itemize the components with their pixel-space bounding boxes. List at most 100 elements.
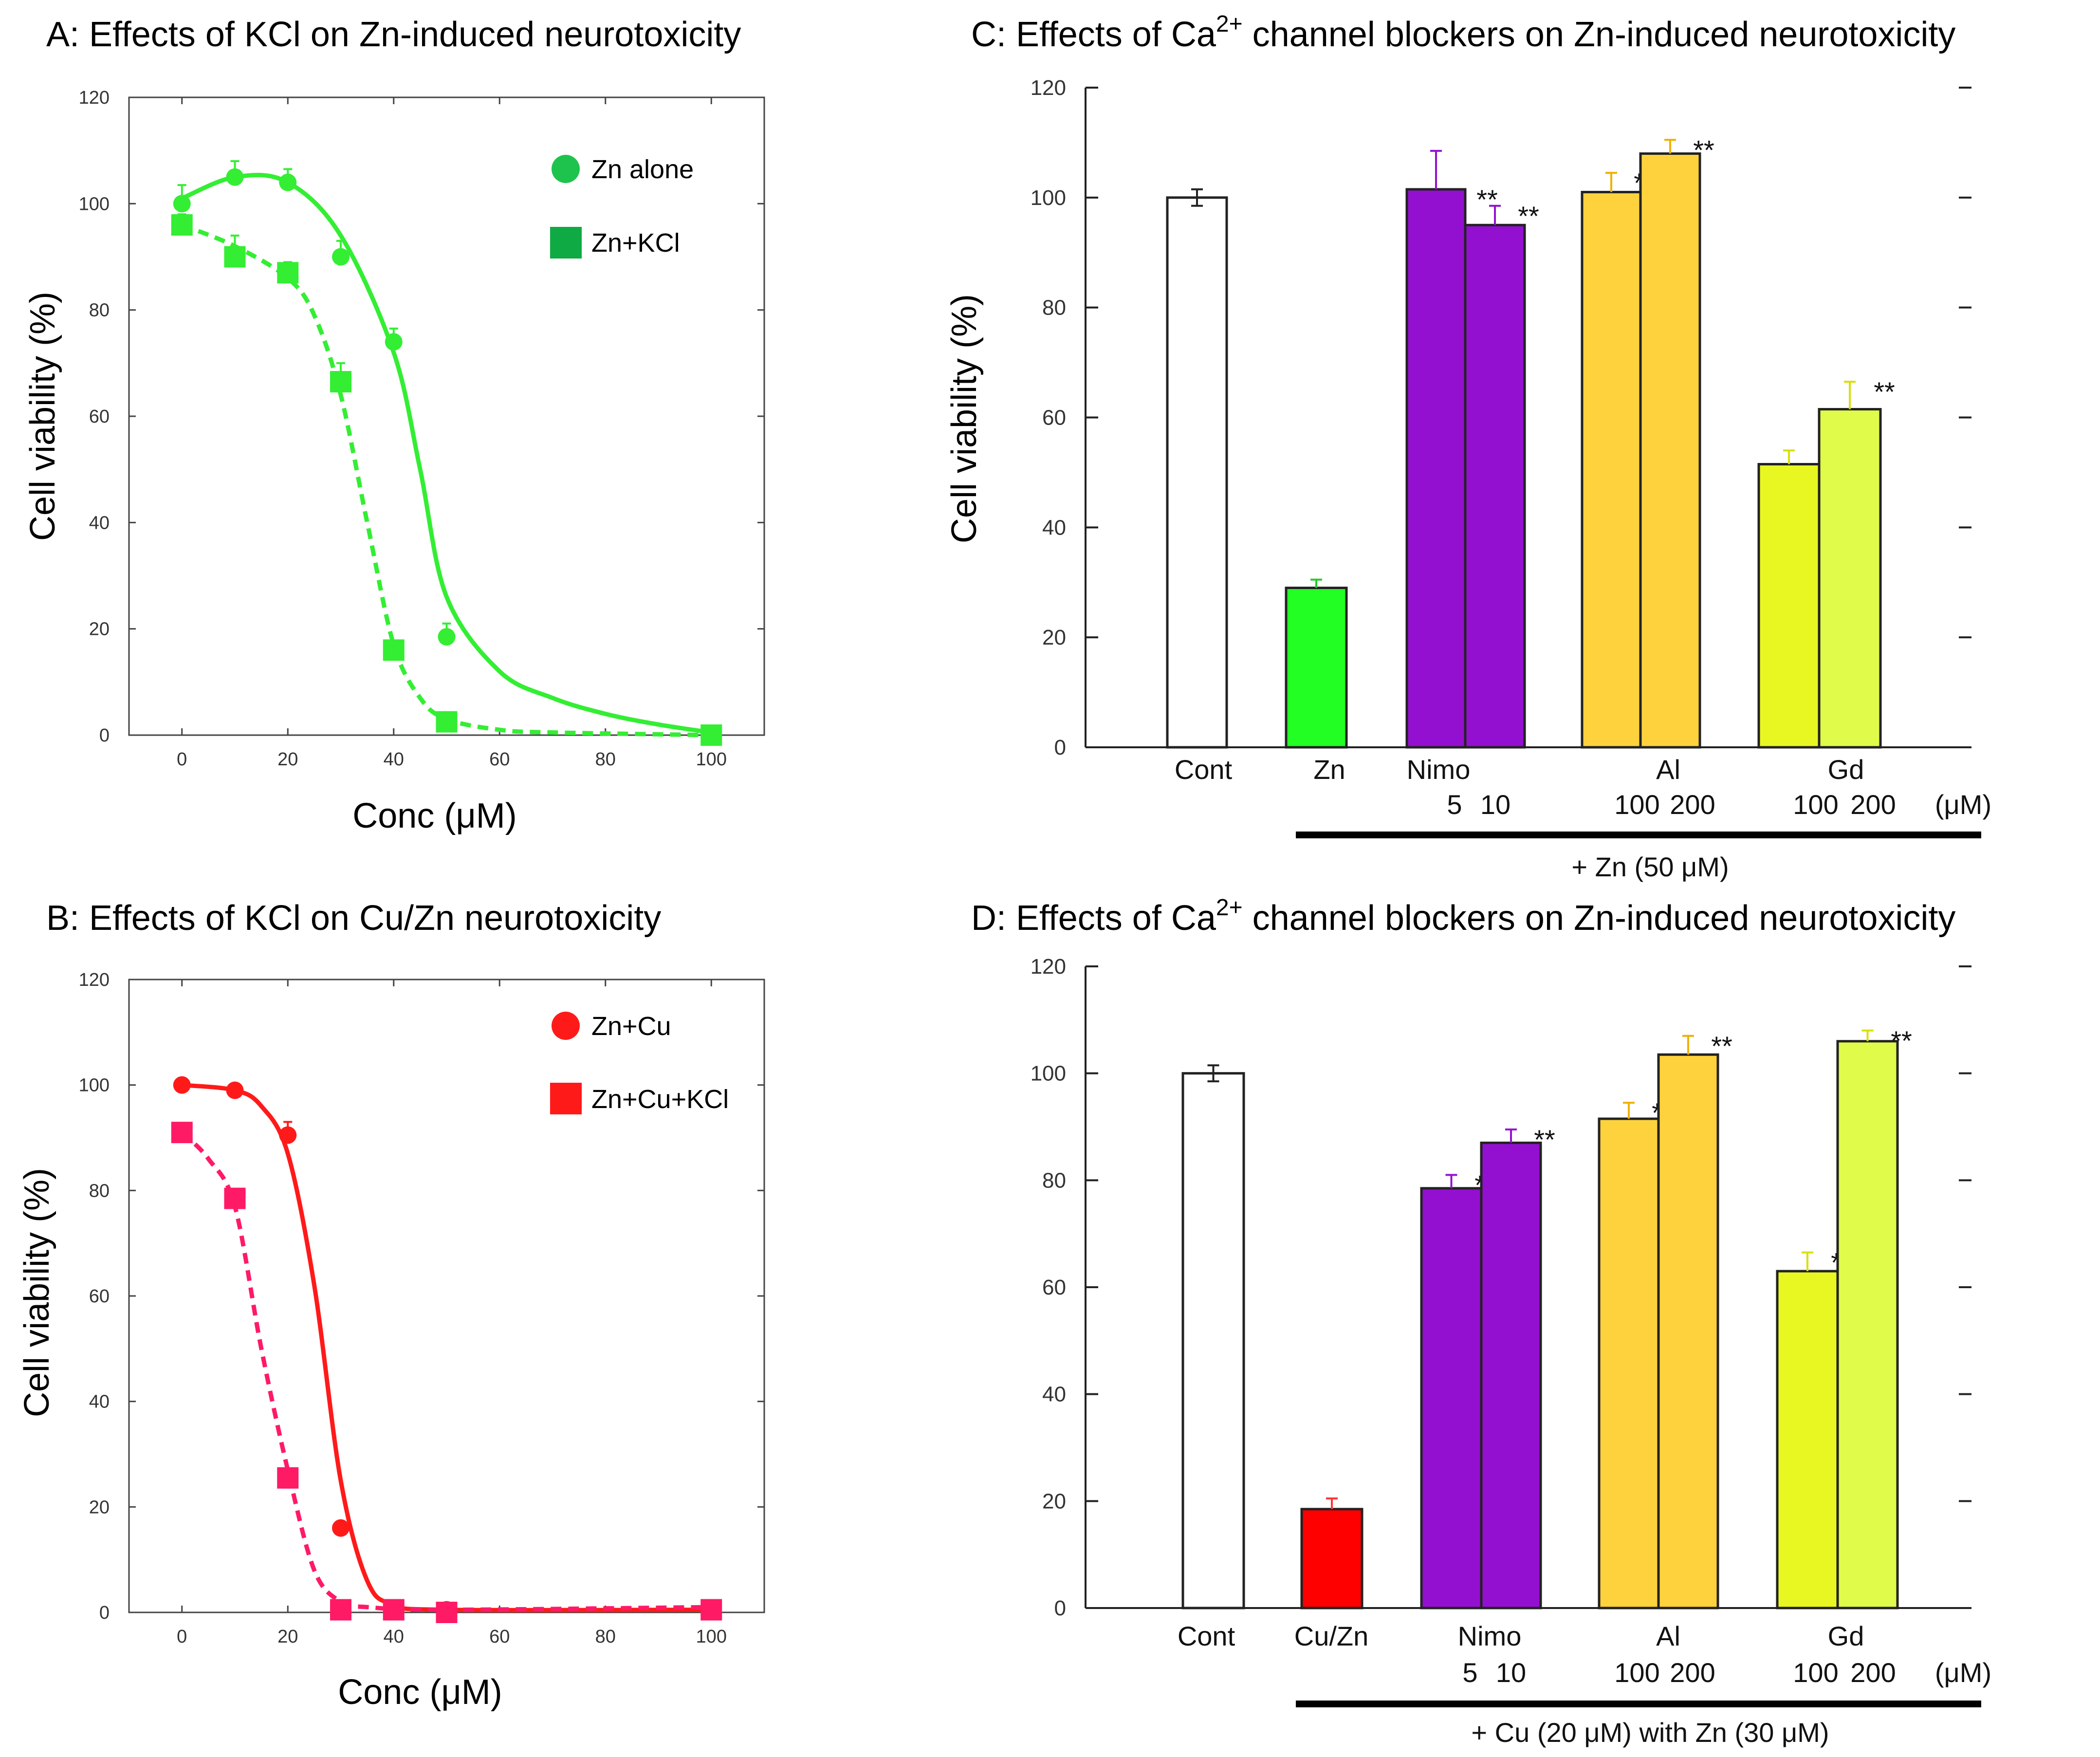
panel-d-title-prefix: D: Effects of Ca xyxy=(971,899,1216,938)
panel-a-title: A: Effects of KCl on Zn-induced neurotox… xyxy=(46,15,741,54)
data-point xyxy=(330,1599,351,1621)
x-tick-label: 0 xyxy=(177,1627,187,1647)
bar xyxy=(1300,1508,1363,1609)
panel-d-title-sup: 2+ xyxy=(1216,895,1243,921)
data-point xyxy=(436,711,458,733)
category-label: Zn xyxy=(1313,754,1345,785)
panel-b-y-label: Cell viability (%) xyxy=(18,1168,56,1417)
dose-label: 5 xyxy=(1462,1657,1477,1688)
dose-label: 100 xyxy=(1614,789,1659,820)
data-point xyxy=(330,371,351,393)
data-point xyxy=(171,214,193,236)
y-tick-label: 20 xyxy=(1042,626,1066,649)
data-point xyxy=(385,333,403,351)
significance-stars: ** xyxy=(1711,1031,1732,1061)
y-tick-label: 20 xyxy=(1042,1489,1066,1513)
panel-b-title: B: Effects of KCl on Cu/Zn neurotoxicity xyxy=(46,899,661,938)
panel-a-legend: Zn alone Zn+KCl xyxy=(550,155,694,259)
y-tick-label: 60 xyxy=(1042,406,1066,430)
y-tick-label: 60 xyxy=(1042,1276,1066,1299)
significance-stars: ** xyxy=(1874,376,1895,407)
y-tick-label: 80 xyxy=(1042,1168,1066,1192)
panel-c-bars: *********** xyxy=(1166,134,1895,749)
data-point xyxy=(173,1076,191,1094)
x-tick-label: 60 xyxy=(489,1627,510,1647)
panel-d-bars: ************ xyxy=(1181,1025,1912,1609)
x-tick-label: 60 xyxy=(489,749,510,770)
y-tick-label: 120 xyxy=(79,88,110,108)
panel-d-bracket-label: + Cu (20 μM) with Zn (30 μM) xyxy=(1471,1717,1829,1748)
bar xyxy=(1181,1072,1245,1609)
dose-label: 10 xyxy=(1480,789,1511,820)
significance-stars: ** xyxy=(1891,1025,1912,1056)
x-tick-label: 100 xyxy=(696,749,727,770)
significance-stars: ** xyxy=(1693,134,1714,165)
panel-c-x-categories: Cont Zn Nimo Al Gd 5 10 100 200 100 200 … xyxy=(1175,754,1991,820)
data-point xyxy=(226,168,244,186)
dose-label: 5 xyxy=(1447,789,1462,820)
y-tick-label: 100 xyxy=(79,194,110,214)
y-tick-label: 120 xyxy=(79,970,110,990)
panel-b-ticks: 0 20 40 60 80 100 0 20 40 60 80 100 120 xyxy=(79,970,764,1647)
panel-d-title-suffix: channel blockers on Zn-induced neurotoxi… xyxy=(1243,899,1956,938)
y-tick-label: 80 xyxy=(89,1181,110,1201)
bar xyxy=(1166,196,1228,749)
y-tick-label: 60 xyxy=(89,407,110,427)
data-point xyxy=(226,1081,244,1099)
panel-b-plot-frame xyxy=(128,979,765,1613)
y-tick-label: 100 xyxy=(79,1075,110,1096)
y-tick-label: 100 xyxy=(1031,1062,1066,1086)
dose-unit: (μM) xyxy=(1935,789,1991,820)
dose-label: 200 xyxy=(1670,1657,1715,1688)
y-tick-label: 20 xyxy=(89,1497,110,1517)
panel-b-x-label: Conc (μM) xyxy=(338,1673,502,1712)
panel-b: B: Effects of KCl on Cu/Zn neurotoxicity… xyxy=(18,899,765,1712)
legend-zn-cu-kcl: Zn+Cu+KCl xyxy=(591,1085,729,1114)
category-label: Al xyxy=(1656,754,1680,785)
data-point xyxy=(332,1519,350,1537)
dose-label: 200 xyxy=(1670,789,1715,820)
data-point xyxy=(173,195,191,213)
data-point xyxy=(436,1602,458,1623)
y-tick-label: 120 xyxy=(1031,76,1066,100)
legend-square-marker xyxy=(550,227,582,259)
significance-stars: ** xyxy=(1476,184,1498,215)
fit-curve-zn-kcl xyxy=(181,222,712,738)
panel-c-title-suffix: channel blockers on Zn-induced neurotoxi… xyxy=(1243,15,1956,54)
x-tick-label: 20 xyxy=(277,1627,298,1647)
dose-unit: (μM) xyxy=(1935,1657,1991,1688)
data-point xyxy=(224,1187,246,1209)
y-tick-label: 120 xyxy=(1031,955,1066,979)
bar xyxy=(1657,1053,1719,1609)
significance-stars: ** xyxy=(1534,1124,1555,1155)
bar xyxy=(1420,1187,1483,1609)
data-point xyxy=(700,724,722,746)
panel-c: C: Effects of Ca2+ channel blockers on Z… xyxy=(945,11,1991,882)
data-point xyxy=(277,262,299,284)
panel-c-title-sup: 2+ xyxy=(1216,11,1243,37)
bar xyxy=(1480,1141,1542,1609)
data-point xyxy=(700,1599,722,1621)
y-tick-label: 0 xyxy=(99,725,110,746)
data-point xyxy=(438,628,456,646)
category-label: Cont xyxy=(1178,1621,1235,1651)
dose-label: 200 xyxy=(1850,1657,1896,1688)
bar xyxy=(1285,587,1348,749)
legend-circle-marker xyxy=(552,155,580,183)
panel-b-legend: Zn+Cu Zn+Cu+KCl xyxy=(550,1012,729,1114)
y-tick-label: 20 xyxy=(89,619,110,640)
bar xyxy=(1464,223,1526,749)
y-tick-label: 0 xyxy=(1054,736,1066,759)
category-label: Nimo xyxy=(1407,754,1471,785)
x-tick-label: 80 xyxy=(595,1627,616,1647)
dose-label: 100 xyxy=(1793,1657,1838,1688)
y-tick-label: 80 xyxy=(1042,296,1066,320)
x-tick-label: 0 xyxy=(177,749,187,770)
category-label: Al xyxy=(1656,1621,1680,1651)
y-tick-label: 40 xyxy=(89,1392,110,1412)
bar xyxy=(1639,152,1701,749)
dose-label: 200 xyxy=(1850,789,1896,820)
category-label: Nimo xyxy=(1458,1621,1522,1651)
y-tick-label: 80 xyxy=(89,300,110,321)
data-point xyxy=(383,639,405,661)
